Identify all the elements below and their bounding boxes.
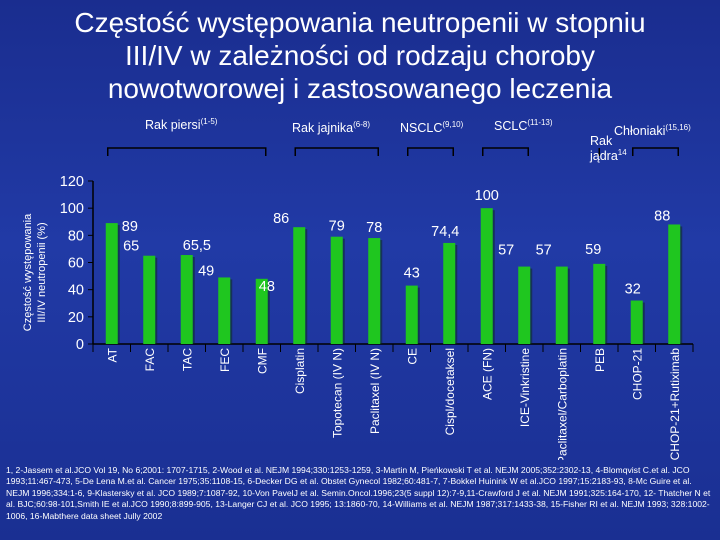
x-category-label: FEC <box>218 348 232 372</box>
disease-group-label: SCLC(11-13) <box>494 118 553 133</box>
y-tick-label: 0 <box>76 337 84 353</box>
x-category-label: Paclitaxel (IV N) <box>368 348 382 434</box>
bar-value-label: 89 <box>122 219 138 235</box>
bar <box>368 238 381 344</box>
x-category-label: FAC <box>143 348 157 372</box>
bar <box>480 208 493 344</box>
disease-group-label: Rak piersi(1-5) <box>145 117 218 132</box>
x-category-label: ACE (FN) <box>480 348 494 400</box>
x-category-label: CE <box>405 348 419 365</box>
group-bracket <box>407 147 454 156</box>
references-footnote: 1, 2-Jassem et al.JCO Vol 19, No 6;2001:… <box>6 465 711 521</box>
bar <box>105 223 118 344</box>
y-tick-label: 100 <box>60 201 84 217</box>
bar-value-label: 65 <box>123 239 139 255</box>
y-tick-label: 20 <box>68 310 84 326</box>
disease-group-label: jądra14 <box>589 148 627 163</box>
reference-superscript: 14 <box>618 148 627 157</box>
x-category-label: CHOP-21+Rutiximab <box>668 348 682 460</box>
bar-value-label: 88 <box>654 208 670 224</box>
x-category-label: Cispl/docetaksel <box>443 348 457 435</box>
disease-group-label: Rak jajnika(6-8) <box>292 120 370 135</box>
bar <box>555 266 568 344</box>
bar-value-label: 59 <box>585 242 601 258</box>
bar <box>668 224 681 344</box>
group-bracket <box>632 147 679 156</box>
group-bracket <box>482 147 529 156</box>
reference-superscript: (15,16) <box>665 123 691 132</box>
group-bracket <box>294 147 379 156</box>
group-bracket <box>107 147 267 156</box>
bar-value-label: 100 <box>475 188 499 204</box>
bar <box>518 266 531 344</box>
disease-group-label: Chłoniaki(15,16) <box>614 123 691 138</box>
disease-group-label: Rak <box>590 134 613 148</box>
bar <box>593 263 606 344</box>
x-category-label: Paclitaxel/Carboplatin <box>555 348 569 460</box>
bar <box>330 236 343 344</box>
bar-value-label: 74,4 <box>431 224 459 240</box>
reference-superscript: (6-8) <box>353 120 370 129</box>
y-tick-label: 120 <box>60 174 84 190</box>
x-category-label: AT <box>105 347 119 362</box>
slide-title: Częstość występowania neutropenii w stop… <box>0 6 720 105</box>
x-category-label: Cisplatin <box>293 348 307 394</box>
title-line: III/IV w zależności od rodzaju choroby <box>124 40 595 71</box>
title-line: Częstość występowania neutropenii w stop… <box>74 7 646 38</box>
bar-value-label: 43 <box>404 266 420 282</box>
bar <box>255 278 268 344</box>
bar-value-label: 48 <box>259 279 275 295</box>
disease-group-label: NSCLC(9,10) <box>400 120 464 135</box>
y-axis-title: Częstość występowania <box>22 213 34 331</box>
bar <box>293 227 306 344</box>
x-category-label: CHOP-21 <box>630 348 644 400</box>
bar-value-label: 78 <box>366 220 382 236</box>
x-category-label: PEB <box>593 348 607 372</box>
bar <box>218 277 231 344</box>
y-tick-label: 60 <box>68 256 84 272</box>
bar <box>405 285 418 344</box>
y-tick-label: 80 <box>68 228 84 244</box>
bar-value-label: 79 <box>329 219 345 235</box>
neutropenia-bar-chart: 0 20 40 60 80 100 120 Częstość występowania III/… <box>22 117 694 460</box>
reference-superscript: (9,10) <box>442 120 463 129</box>
reference-superscript: (11-13) <box>527 118 553 127</box>
bar-value-label: 57 <box>536 243 552 259</box>
bar <box>443 242 456 344</box>
bar <box>630 300 643 344</box>
bar <box>143 255 156 344</box>
bar-value-label: 57 <box>498 243 514 259</box>
x-category-label: Topotecan (IV N) <box>330 348 344 438</box>
x-category-label: CMF <box>255 348 269 374</box>
x-category-label: TAC <box>180 348 194 371</box>
bar-value-label: 65,5 <box>183 238 211 254</box>
bar <box>180 255 193 344</box>
x-category-label: ICE-Vinkristine <box>518 348 532 427</box>
y-tick-label: 40 <box>68 283 84 299</box>
y-axis-title: III/IV neutropenii (%) <box>36 222 48 322</box>
title-line: nowotworowej i zastosowanego leczenia <box>107 73 613 104</box>
bar-value-label: 32 <box>625 282 641 298</box>
bar-value-label: 49 <box>198 263 214 279</box>
bar-value-label: 86 <box>273 211 289 227</box>
reference-superscript: (1-5) <box>201 117 218 126</box>
